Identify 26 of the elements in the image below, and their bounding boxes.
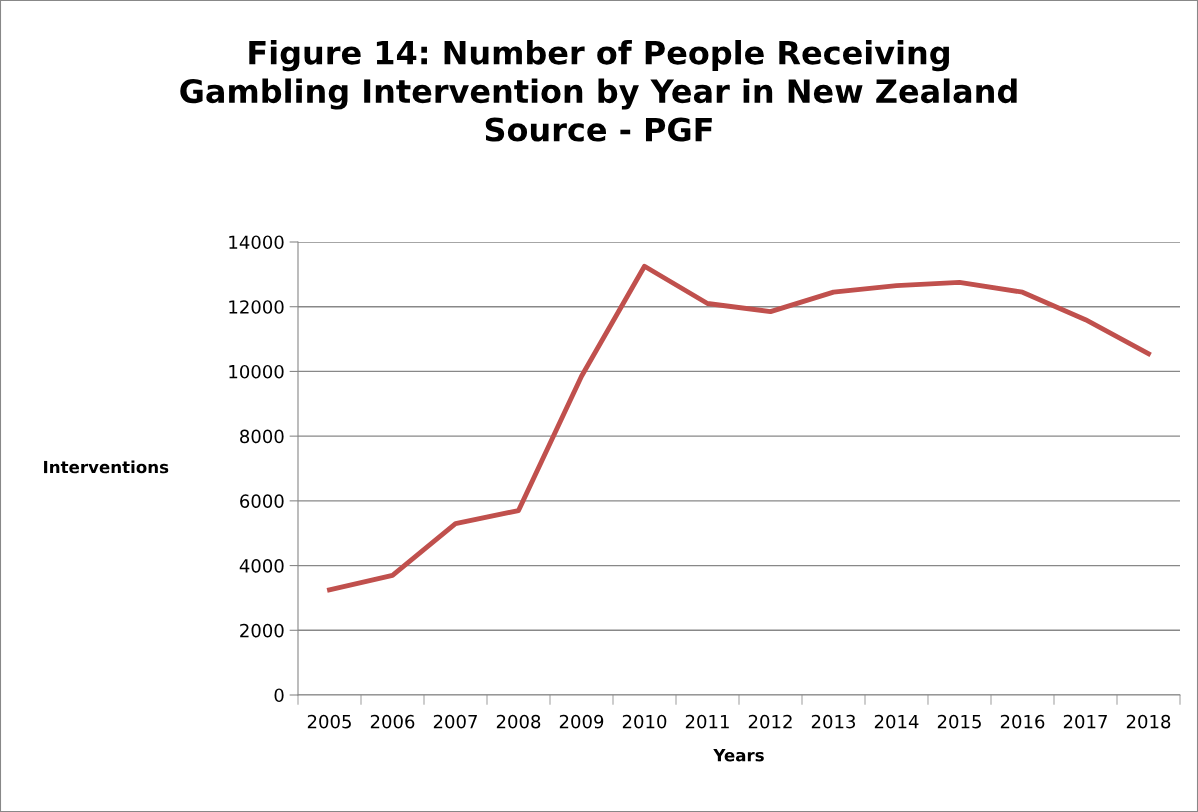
x-tick-label: 2016 xyxy=(1000,714,1045,729)
x-tick-label: 2015 xyxy=(937,714,981,729)
x-tick-label: 2017 xyxy=(1063,714,1107,729)
y-tick-label: 12000 xyxy=(229,300,284,314)
y-tick-label: 6000 xyxy=(240,494,284,508)
x-tick-label: 2013 xyxy=(811,714,856,729)
x-tick-label: 2018 xyxy=(1126,714,1171,729)
x-tick-label: 2006 xyxy=(370,714,415,729)
y-tick-label: 10000 xyxy=(229,364,284,379)
y-tick-label: 4000 xyxy=(239,559,284,573)
y-tick-label: 14000 xyxy=(229,235,284,250)
x-tick-label: 2014 xyxy=(874,714,919,729)
x-tick-label: 2008 xyxy=(496,714,541,729)
x-tick-label: 2007 xyxy=(433,714,477,729)
x-axis-title: Years xyxy=(713,749,764,762)
y-axis-title: Interventions xyxy=(44,460,169,474)
x-tick-label: 2009 xyxy=(559,714,604,729)
x-tick-label: 2010 xyxy=(622,714,667,729)
y-tick-label: 8000 xyxy=(240,429,284,444)
x-tick-label: 2012 xyxy=(748,714,792,729)
y-tick-label: 2000 xyxy=(240,623,284,638)
x-tick-label: 2005 xyxy=(307,714,351,729)
chart-title: Figure 14: Number of People Receiving Gambling Intervention by Year in New Zealand Source - PGF xyxy=(180,40,1017,142)
line-series xyxy=(327,263,1151,593)
y-tick-label: 0 xyxy=(274,688,284,703)
x-tick-label: 2011 xyxy=(685,714,729,729)
